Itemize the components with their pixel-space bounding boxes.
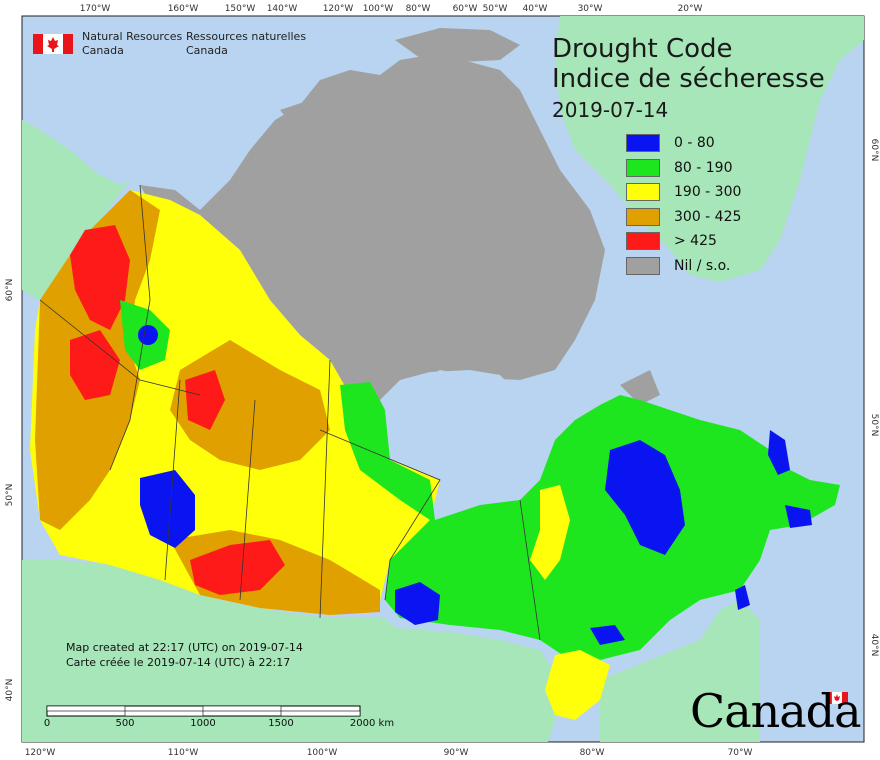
- arctic-island-3: [620, 370, 660, 405]
- scale-label-500: 500: [115, 718, 135, 729]
- creation-credit: Map created at 22:17 (UTC) on 2019-07-14…: [66, 640, 303, 670]
- zone-blue-yukon: [138, 325, 158, 345]
- map-title: Drought Code Indice de sécheresse 2019-0…: [552, 34, 825, 124]
- zone-red-south: [190, 540, 285, 595]
- org-name-en: Natural Resources Canada: [82, 30, 182, 58]
- canada-flag-logo: [33, 34, 73, 54]
- zone-red-bc-2: [70, 330, 120, 400]
- graticule-label: 40°W: [523, 4, 548, 14]
- title-english: Drought Code: [552, 34, 733, 64]
- zone-green-east: [340, 382, 840, 660]
- greenland-landmass: [555, 16, 864, 282]
- graticule-label: 100°W: [363, 4, 394, 14]
- legend-label: 300 - 425: [674, 208, 742, 225]
- legend-label: > 425: [674, 233, 717, 249]
- province-borders: [39, 184, 541, 641]
- scale-label-2000: 2000 km: [349, 718, 395, 729]
- zone-yellow-south-ontario: [545, 650, 610, 720]
- legend-label: 80 - 190: [674, 159, 733, 176]
- scale-bar: [46, 705, 361, 717]
- graticule-label: 80°W: [406, 4, 431, 14]
- graticule-label: 40°N: [869, 634, 879, 657]
- zone-blue-nl: [785, 505, 812, 528]
- graticule-label: 90°W: [444, 748, 469, 758]
- graticule-label: 80°W: [580, 748, 605, 758]
- scale-label-0: 0: [43, 718, 51, 729]
- canada-wordmark: Canada: [690, 684, 862, 738]
- org-en-line1: Natural Resources: [82, 30, 183, 43]
- graticule-label: 160°W: [168, 4, 199, 14]
- legend-swatch: [626, 232, 660, 250]
- canada-arctic-nodata: [140, 55, 605, 420]
- graticule-label: 60°W: [453, 4, 478, 14]
- zone-blue-qc-south: [590, 625, 625, 645]
- zone-red-sk: [185, 370, 225, 430]
- credit-french: Carte créée le 2019-07-14 (UTC) à 22:17: [66, 656, 291, 669]
- zone-yellow-ontario: [530, 485, 570, 580]
- zone-red-bc: [70, 225, 130, 330]
- alaska-landmass: [22, 120, 130, 300]
- map-date: 2019-07-14: [552, 98, 669, 122]
- graticule-label: 60°N: [5, 279, 15, 302]
- zone-blue-ontario: [395, 582, 440, 625]
- org-name-fr: Ressources naturelles Canada: [186, 30, 306, 58]
- credit-english: Map created at 22:17 (UTC) on 2019-07-14: [66, 641, 303, 654]
- graticule-label: 50°N: [5, 484, 15, 507]
- usa-northeast: [600, 600, 760, 742]
- legend-label: 190 - 300: [674, 184, 742, 200]
- graticule-label: 50°N: [869, 414, 879, 437]
- graticule-label: 170°W: [80, 4, 111, 14]
- graticule-label: 100°W: [307, 748, 338, 758]
- usa-landmass: [22, 560, 560, 742]
- zone-blue-ab: [140, 470, 195, 548]
- graticule-label: 30°W: [578, 4, 603, 14]
- legend-label: Nil / s.o.: [674, 257, 731, 274]
- graticule-label: 120°W: [25, 748, 56, 758]
- arctic-island-1: [395, 28, 520, 62]
- graticule-label: 140°W: [267, 4, 298, 14]
- legend-swatch: [626, 183, 660, 201]
- scale-label-1000: 1000: [190, 718, 216, 729]
- legend-label: 0 - 80: [674, 135, 715, 151]
- graticule-label: 40°N: [5, 679, 15, 702]
- zone-blue-labrador: [768, 430, 790, 475]
- zone-blue-ns: [735, 585, 750, 610]
- title-french: Indice de sécheresse: [552, 64, 825, 94]
- legend-swatch: [626, 158, 660, 177]
- org-en-line2: Canada: [82, 44, 124, 57]
- zone-blue-quebec: [605, 440, 685, 555]
- org-fr-line2: Canada: [186, 44, 228, 57]
- graticule-label: 110°W: [168, 748, 199, 758]
- graticule-label: 70°W: [728, 748, 753, 758]
- graticule-label: 150°W: [225, 4, 256, 14]
- legend-swatch: [626, 256, 660, 275]
- graticule-label: 120°W: [323, 4, 354, 14]
- arctic-island-2: [280, 100, 320, 135]
- scale-label-1500: 1500: [268, 718, 294, 729]
- wordmark-flag: [826, 691, 848, 705]
- graticule-label: 20°W: [678, 4, 703, 14]
- graticule-label: 50°W: [483, 4, 508, 14]
- hudson-bay: [380, 370, 530, 440]
- legend-swatch: [626, 207, 660, 226]
- graticule-labels: 170°W 160°W 150°W 140°W 120°W 100°W 80°W 60°W 50…: [5, 4, 879, 758]
- legend-swatch: [626, 134, 660, 152]
- graticule-label: 60°N: [869, 139, 879, 162]
- org-fr-line1: Ressources naturelles: [186, 30, 307, 43]
